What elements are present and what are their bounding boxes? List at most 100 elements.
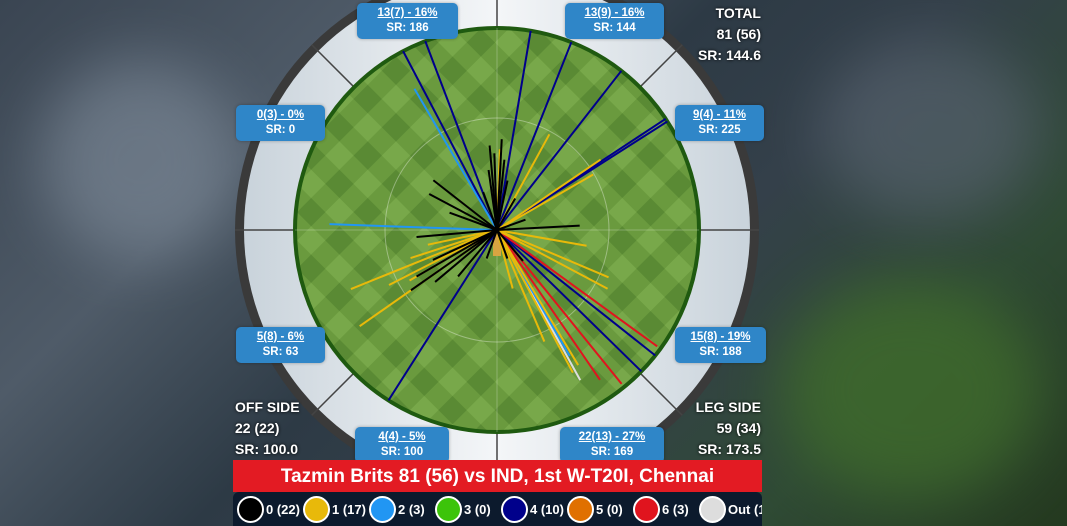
sector-divider (311, 372, 355, 416)
sector-runs[interactable]: 22(13) - 27% (578, 431, 646, 443)
legend-swatch (501, 495, 528, 523)
shot-line-0 (432, 229, 498, 261)
legend-label: 6 (3) (662, 501, 689, 517)
legend-item: 3 (0) (435, 495, 501, 523)
legend-swatch (633, 495, 660, 523)
legend-item: 4 (10) (501, 495, 567, 523)
chart-title: Tazmin Brits 81 (56) vs IND, 1st W-T20I,… (233, 460, 762, 492)
pitch (493, 228, 501, 256)
legend-label: 5 (0) (596, 501, 623, 517)
shot-line-0 (496, 198, 517, 231)
legend-item: 0 (22) (237, 495, 303, 523)
shot-line-1 (496, 229, 609, 290)
sector-label[interactable]: 15(8) - 19% SR: 188 (675, 327, 766, 363)
shot-line-0 (416, 229, 498, 239)
shot-line-0 (449, 211, 498, 231)
sector-label[interactable]: 5(8) - 6% SR: 63 (236, 327, 325, 363)
sector-runs[interactable]: 9(4) - 11% (692, 109, 747, 121)
shot-line-0 (457, 229, 498, 278)
sector-divider (639, 372, 683, 416)
sector-sr: SR: 186 (386, 22, 429, 34)
shot-line-2 (413, 88, 498, 231)
sector-runs[interactable]: 15(8) - 19% (690, 331, 751, 343)
legend-label: 4 (10) (530, 501, 564, 517)
shot-line-0 (496, 218, 526, 231)
shot-line-4 (496, 229, 643, 373)
sector-runs[interactable]: 4(4) - 5% (378, 431, 426, 443)
sector-label[interactable]: 13(9) - 16% SR: 144 (565, 3, 664, 39)
shot-line-4 (402, 50, 498, 231)
sector-runs[interactable]: 13(7) - 16% (377, 7, 438, 19)
sector-runs[interactable]: 0(3) - 0% (256, 109, 305, 121)
legend-label: 3 (0) (464, 501, 491, 517)
shot-line-4 (496, 41, 573, 231)
leg-side-sr: SR: 173.5 (697, 441, 761, 457)
legend-swatch (237, 495, 264, 523)
sector-runs[interactable]: 5(8) - 6% (256, 331, 305, 343)
legend-swatch (435, 495, 462, 523)
shot-line-4 (496, 30, 532, 231)
background-building (40, 60, 240, 260)
shot-line-4 (496, 70, 623, 231)
legend-swatch (699, 495, 726, 523)
legend-swatch (369, 495, 396, 523)
sector-sr: SR: 0 (265, 124, 296, 136)
shot-line-1 (496, 229, 580, 366)
leg-side-label: LEG SIDE (695, 399, 761, 415)
off-side-sr: SR: 100.0 (235, 441, 299, 457)
sector-label[interactable]: 0(3) - 0% SR: 0 (236, 105, 325, 141)
shot-line-0 (496, 159, 506, 231)
off-side-stats: OFF SIDE 22 (22) SR: 100.0 (235, 397, 300, 460)
legend-label: 0 (22) (266, 501, 300, 517)
shot-line-1 (496, 229, 546, 342)
shot-line-2 (329, 223, 498, 231)
shot-line-0 (416, 229, 498, 278)
shot-line-0 (487, 169, 498, 231)
sector-sr: SR: 100 (380, 446, 424, 458)
sector-label[interactable]: 9(4) - 11% SR: 225 (675, 105, 764, 141)
sector-sr: SR: 63 (262, 346, 299, 358)
shot-line-6 (496, 229, 601, 381)
shot-line-0 (493, 153, 498, 231)
sector-sr: SR: 225 (698, 124, 741, 136)
shot-line-0 (496, 229, 524, 262)
shot-line-0 (496, 180, 509, 231)
total-label: TOTAL (715, 5, 761, 21)
shot-line-1 (496, 229, 587, 247)
shot-line-0 (432, 179, 498, 231)
shot-line-0 (496, 229, 509, 259)
shot-line-1 (427, 229, 498, 246)
sector-runs[interactable]: 13(9) - 16% (584, 7, 645, 19)
leg-side-stats: LEG SIDE 59 (34) SR: 173.5 (696, 397, 761, 460)
legend-label: Out (1) (728, 501, 762, 517)
shot-line-1 (496, 158, 602, 231)
legend-swatch (567, 495, 594, 523)
legend-label: 1 (17) (332, 501, 366, 517)
shot-line-0 (485, 229, 498, 259)
shot-line-0 (410, 229, 498, 292)
legend-item: Out (1) (699, 495, 762, 523)
sector-sr: SR: 169 (590, 446, 634, 458)
legend: 0 (22) 1 (17) 2 (3) 3 (0) 4 (10) 5 (0) 6 (3) Ou… (233, 492, 762, 526)
shot-line-1 (496, 229, 609, 279)
shot-line-0 (482, 191, 498, 231)
sector-label[interactable]: 4(4) - 5% SR: 100 (355, 427, 449, 463)
total-runs: 81 (56) (716, 26, 761, 42)
legend-label: 2 (3) (398, 501, 425, 517)
legend-swatch (303, 495, 330, 523)
shot-line-0 (434, 229, 498, 283)
legend-item: 1 (17) (303, 495, 369, 523)
sector-divider (639, 44, 683, 88)
sector-label[interactable]: 22(13) - 27% SR: 169 (560, 427, 664, 463)
sector-divider (311, 44, 355, 88)
sector-label[interactable]: 13(7) - 16% SR: 186 (357, 3, 458, 39)
off-side-runs: 22 (22) (235, 420, 280, 436)
inner-circle (384, 117, 610, 343)
total-stats: TOTAL 81 (56) SR: 144.6 (698, 3, 761, 66)
shot-line-4 (496, 229, 656, 357)
shot-line-1 (496, 173, 594, 231)
shot-line-4 (387, 229, 498, 401)
shot-line-1 (496, 229, 574, 374)
total-sr: SR: 144.6 (697, 47, 761, 63)
